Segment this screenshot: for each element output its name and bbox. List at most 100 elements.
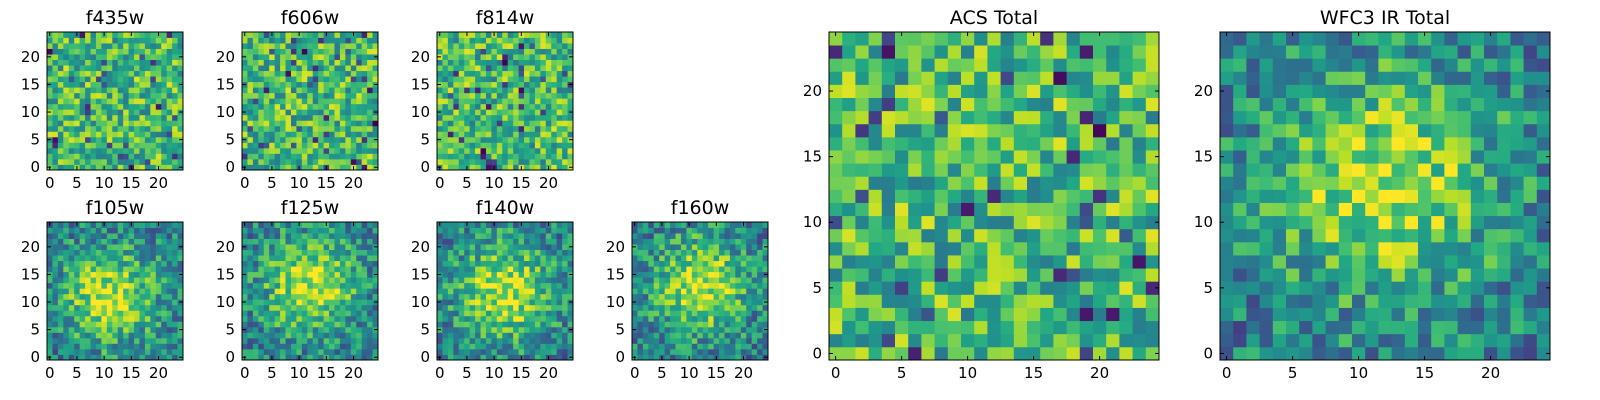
- heatmap-cell: [150, 59, 157, 66]
- heatmap-cell: [458, 348, 465, 355]
- heatmap-cell: [947, 307, 962, 322]
- heatmap-cell: [556, 43, 563, 49]
- heatmap-cell: [63, 120, 70, 127]
- heatmap-cell: [632, 249, 638, 256]
- heatmap-cell: [632, 332, 638, 339]
- heatmap-cell: [529, 321, 536, 328]
- heatmap-cell: [458, 277, 465, 284]
- heatmap-cell: [372, 222, 379, 228]
- heatmap-cell: [318, 343, 324, 350]
- heatmap-cell: [513, 54, 519, 60]
- heatmap-cell: [659, 238, 666, 245]
- heatmap-cell: [961, 320, 975, 335]
- heatmap-cell: [95, 244, 102, 250]
- heatmap-cell: [529, 76, 536, 83]
- heatmap-cell: [307, 76, 314, 83]
- heatmap-cell: [101, 282, 108, 289]
- heatmap-cell: [842, 346, 856, 361]
- heatmap-cell: [90, 147, 97, 154]
- heatmap-cell: [172, 348, 178, 355]
- heatmap-cell: [664, 348, 671, 355]
- heatmap-cell: [485, 70, 492, 77]
- heatmap-cell: [458, 48, 465, 55]
- heatmap-cell: [442, 103, 449, 110]
- heatmap-cell: [323, 87, 330, 94]
- heatmap-cell: [90, 321, 97, 328]
- heatmap-cell: [345, 299, 352, 306]
- heatmap-cell: [480, 310, 487, 317]
- heatmap-cell: [502, 153, 509, 160]
- heatmap-cell: [334, 103, 341, 110]
- heatmap-cell: [485, 227, 492, 234]
- heatmap-cell: [529, 70, 536, 77]
- heatmap-cell: [447, 158, 454, 165]
- heatmap-cell: [480, 233, 487, 239]
- heatmap-cell: [172, 48, 178, 55]
- heatmap-cell: [242, 304, 248, 311]
- heatmap-cell: [675, 249, 682, 256]
- heatmap-cell: [280, 48, 286, 55]
- heatmap-cell: [534, 158, 541, 165]
- heatmap-cell: [1079, 281, 1094, 295]
- heatmap-cell: [934, 176, 949, 190]
- heatmap-cell: [117, 244, 124, 250]
- heatmap-cell: [269, 70, 276, 77]
- heatmap-cell: [134, 222, 140, 228]
- heatmap-cell: [161, 326, 168, 333]
- heatmap-cell: [458, 81, 465, 88]
- heatmap-cell: [134, 32, 140, 38]
- heatmap-cell: [242, 315, 248, 322]
- heatmap-cell: [480, 153, 487, 160]
- heatmap-cell: [545, 125, 552, 132]
- heatmap-cell: [263, 131, 270, 138]
- heatmap-cell: [491, 131, 498, 138]
- heatmap-cell: [496, 158, 503, 165]
- heatmap-cell: [345, 114, 352, 121]
- heatmap-cell: [312, 43, 319, 49]
- heatmap-cell: [469, 131, 476, 138]
- heatmap-cell: [908, 346, 922, 361]
- heatmap-cells: [242, 32, 379, 171]
- heatmap-cell: [485, 153, 492, 160]
- heatmap-cell: [139, 321, 146, 328]
- heatmap-cell: [921, 241, 935, 256]
- heatmap-cell: [908, 228, 922, 243]
- heatmap-cell: [751, 271, 758, 278]
- heatmap-cell: [1093, 268, 1107, 282]
- heatmap-cell: [702, 354, 709, 361]
- heatmap-cell: [545, 233, 552, 239]
- heatmap-cell: [974, 346, 988, 361]
- heatmap-cell: [757, 348, 763, 355]
- heatmap-cell: [312, 98, 319, 105]
- heatmap-cell: [1106, 176, 1120, 190]
- heatmap-cell: [134, 266, 140, 273]
- heatmap-cell: [762, 332, 769, 339]
- heatmap-cell: [372, 332, 379, 339]
- heatmap-cell: [480, 222, 487, 228]
- heatmap-cell: [637, 348, 644, 355]
- heatmap-cell: [301, 158, 308, 165]
- heatmap-cell: [247, 343, 254, 350]
- heatmap-cell: [507, 142, 514, 149]
- heatmap-cell: [1027, 176, 1041, 190]
- heatmap-cell: [491, 59, 498, 66]
- heatmap-cell: [507, 299, 514, 306]
- heatmap-cell: [95, 315, 102, 322]
- heatmap-cell: [85, 277, 91, 284]
- heatmap-cell: [57, 260, 64, 267]
- heatmap-cell: [746, 293, 753, 300]
- heatmap-cell: [290, 288, 297, 295]
- heatmap-cell: [47, 131, 53, 138]
- heatmap-cell: [961, 268, 975, 282]
- heatmap-cell: [713, 282, 720, 289]
- heatmap-cell: [117, 70, 124, 77]
- heatmap-cell: [312, 337, 319, 344]
- heatmap-cell: [895, 281, 909, 295]
- heatmap-cell: [675, 271, 682, 278]
- heatmap-cell: [101, 153, 108, 160]
- heatmap-cell: [307, 120, 314, 127]
- heatmap-cell: [117, 59, 124, 66]
- heatmap-cell: [318, 238, 324, 245]
- heatmap-cell: [285, 244, 292, 250]
- heatmap-cell: [172, 65, 178, 72]
